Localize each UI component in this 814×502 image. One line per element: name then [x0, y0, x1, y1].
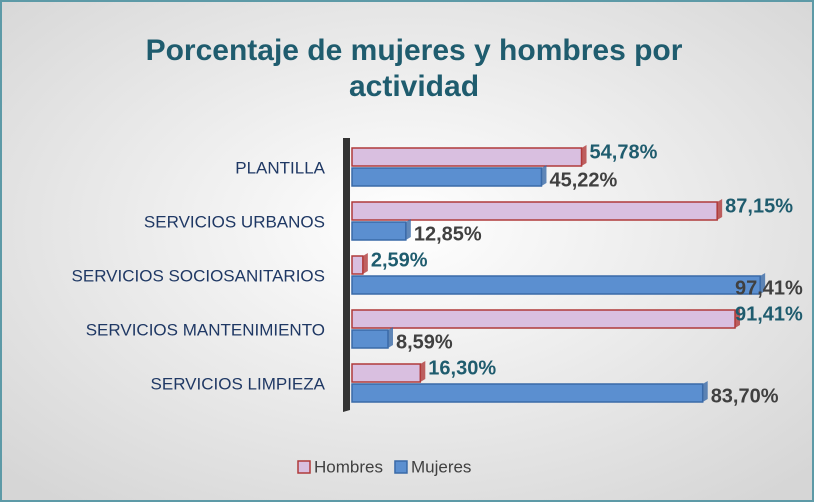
bar [351, 309, 736, 329]
y-tick-label: SERVICIOS LIMPIEZA [151, 374, 326, 393]
y-tick-label: SERVICIOS SOCIOSANITARIOS [72, 266, 325, 285]
data-label: 83,70% [711, 385, 779, 407]
y-tick-label: SERVICIOS URBANOS [144, 212, 325, 231]
bar-depth [735, 307, 741, 328]
bar-depth [702, 381, 708, 402]
data-label: 12,85% [414, 223, 482, 245]
bar-depth [420, 361, 426, 382]
bar-depth [362, 253, 368, 274]
bar-depth [760, 273, 766, 294]
bar [351, 329, 389, 349]
bar-depth [387, 327, 393, 348]
data-label: 2,59% [371, 249, 428, 271]
legend-swatch [394, 460, 408, 474]
y-tick-label: SERVICIOS MANTENIMIENTO [86, 320, 325, 339]
bar [351, 147, 583, 167]
data-label: 16,30% [428, 357, 496, 379]
bar [351, 221, 407, 241]
bar [351, 275, 761, 295]
y-tick-label: PLANTILLA [235, 158, 325, 177]
bar [351, 363, 422, 383]
data-label: 97,41% [735, 277, 803, 299]
axis-wall [343, 138, 350, 412]
bar-depth [405, 219, 411, 240]
bar [351, 383, 704, 403]
bar-depth [717, 199, 723, 220]
legend-label: Hombres [314, 457, 383, 476]
data-label: 91,41% [735, 303, 803, 325]
chart-title: Porcentaje de mujeres y hombres por activ… [146, 34, 683, 103]
bar-depth [581, 145, 587, 166]
data-label: 87,15% [725, 195, 793, 217]
data-label: 54,78% [590, 141, 658, 163]
bar [351, 255, 364, 275]
bar-depth [541, 165, 547, 186]
legend-swatch [297, 460, 311, 474]
bar [351, 201, 718, 221]
data-label: 8,59% [396, 331, 453, 353]
legend-label: Mujeres [411, 457, 471, 476]
bar [351, 167, 543, 187]
data-label: 45,22% [549, 169, 617, 191]
